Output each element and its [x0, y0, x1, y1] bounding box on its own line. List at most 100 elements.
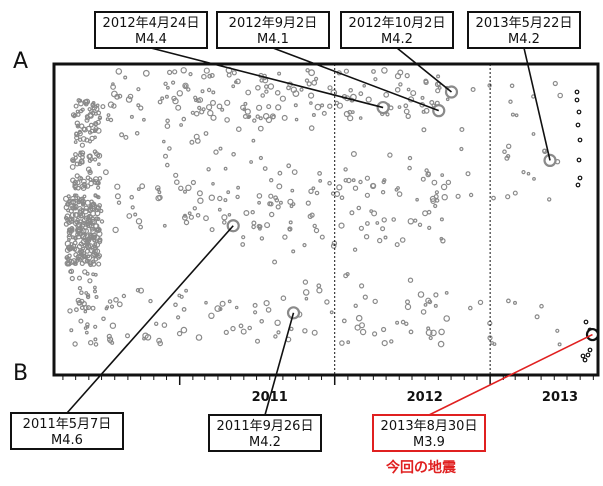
event-marker [231, 152, 236, 157]
event-marker [429, 99, 435, 105]
event-marker [405, 299, 411, 305]
event-marker [345, 272, 350, 277]
callout-box [216, 11, 330, 49]
event-marker [107, 299, 113, 304]
event-marker [222, 220, 227, 225]
event-marker [69, 328, 74, 333]
event-marker [251, 138, 256, 143]
event-marker [96, 261, 102, 267]
event-marker [85, 305, 91, 311]
event-marker [373, 77, 378, 82]
event-marker [65, 208, 71, 213]
event-marker [203, 215, 209, 222]
event-marker [380, 189, 386, 195]
event-marker [426, 171, 431, 176]
event-marker [74, 135, 80, 141]
event-marker [359, 328, 367, 336]
event-marker [437, 85, 442, 90]
callout-date: 2012年9月2日 [229, 16, 318, 31]
event-marker [290, 188, 295, 193]
event-marker [259, 78, 264, 83]
event-marker [381, 217, 387, 223]
event-marker [66, 194, 71, 199]
event-marker [174, 179, 180, 186]
event-marker [181, 116, 187, 122]
event-marker [81, 253, 86, 258]
event-marker [343, 110, 350, 118]
event-marker [139, 183, 146, 190]
event-marker [243, 101, 248, 106]
event-marker [302, 328, 308, 334]
event-marker [78, 318, 84, 324]
event-marker [73, 307, 79, 313]
event-marker [70, 235, 75, 240]
event-marker [100, 104, 106, 110]
event-marker [136, 87, 141, 92]
event-marker [383, 91, 390, 98]
callout-magnitude: M3.9 [413, 435, 445, 450]
event-marker [125, 96, 133, 103]
event-marker [161, 322, 168, 328]
event-marker [251, 220, 257, 226]
event-marker [165, 118, 170, 124]
event-marker [73, 140, 78, 145]
event-marker [377, 237, 383, 244]
event-marker [162, 223, 167, 228]
event-marker [195, 213, 201, 218]
event-marker [72, 179, 79, 186]
callout-leader-line [523, 47, 551, 161]
callout-magnitude: M4.4 [135, 32, 167, 47]
event-marker [196, 190, 203, 197]
event-marker [440, 183, 448, 191]
callout-leader-line [264, 312, 295, 416]
event-marker [195, 334, 203, 341]
event-marker [85, 166, 92, 173]
event-marker [88, 122, 94, 128]
event-marker [445, 179, 452, 186]
event-marker [231, 70, 237, 76]
event-marker [75, 123, 80, 128]
event-marker [317, 170, 323, 176]
event-marker [199, 109, 205, 115]
plot-frame [52, 62, 600, 377]
event-marker [92, 289, 97, 294]
event-marker [438, 328, 445, 336]
event-marker [134, 131, 140, 136]
event-marker [68, 229, 73, 234]
event-marker [291, 202, 296, 207]
event-marker [90, 228, 96, 235]
event-marker [291, 249, 296, 254]
event-marker [124, 333, 130, 339]
event-marker [172, 69, 178, 75]
event-marker [247, 325, 253, 331]
event-marker [74, 120, 81, 126]
event-marker [226, 190, 231, 195]
event-marker [260, 93, 266, 98]
event-marker [79, 142, 86, 148]
event-marker [135, 218, 143, 225]
event-marker [86, 236, 92, 242]
event-marker [365, 221, 370, 226]
event-marker [236, 126, 242, 133]
event-marker [67, 227, 73, 233]
event-marker [90, 102, 96, 108]
event-marker [435, 88, 441, 94]
event-marker [352, 247, 358, 252]
event-marker [113, 296, 119, 303]
event-marker [211, 182, 215, 186]
event-marker [110, 90, 118, 98]
event-marker [81, 257, 88, 264]
event-marker [197, 197, 204, 204]
event-marker [302, 243, 307, 248]
event-marker [72, 246, 78, 252]
event-marker [106, 336, 114, 343]
event-marker [256, 193, 263, 199]
event-marker [396, 191, 403, 197]
event-marker [206, 104, 213, 111]
event-marker [79, 290, 84, 296]
event-marker [385, 112, 390, 117]
callout-box [208, 414, 322, 452]
event-marker [420, 176, 426, 182]
event-marker [79, 176, 84, 181]
event-marker [311, 112, 316, 117]
